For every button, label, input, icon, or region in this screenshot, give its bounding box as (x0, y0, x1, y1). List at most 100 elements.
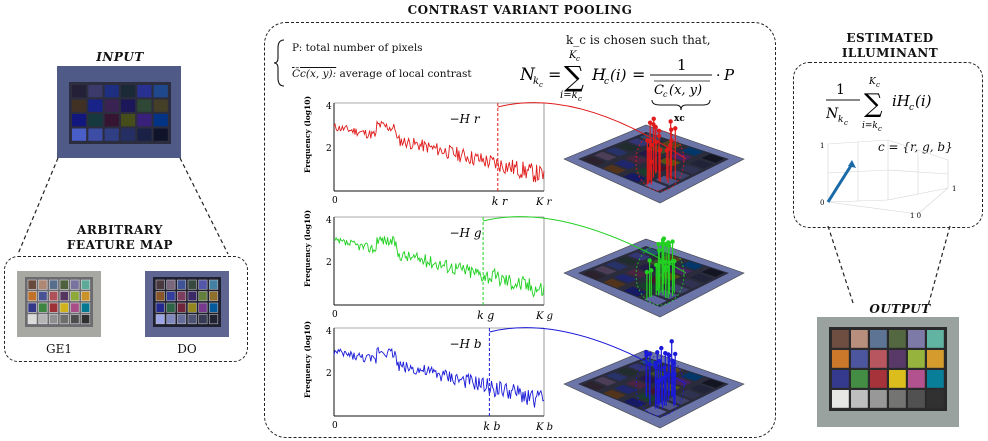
y-axis-label: Frequency (log10) (303, 321, 312, 398)
svg-text:k: k (533, 76, 539, 87)
color-patch (870, 330, 887, 348)
color-patch (49, 314, 59, 325)
board-patch (678, 278, 702, 289)
color-patch (70, 279, 80, 290)
board-patch (614, 273, 638, 283)
color-patch (187, 279, 197, 290)
input-title: INPUT (96, 50, 144, 64)
color-patch (166, 291, 176, 302)
color-patch (49, 291, 59, 302)
board-patch (701, 268, 725, 277)
color-patch (59, 291, 69, 302)
board-patch (667, 395, 690, 405)
svg-text:(x, y): (x, y) (669, 83, 702, 98)
color-patch (27, 314, 37, 325)
pooled-point (672, 258, 677, 264)
color-patch (137, 85, 152, 98)
feature-map-box (4, 256, 248, 362)
board-patch (603, 278, 626, 288)
histogram-curve-r (333, 120, 545, 183)
estimated-title-line2: ILLUMINANT (841, 46, 939, 60)
board-patch (625, 268, 649, 278)
pooled-point (670, 239, 675, 244)
curve-label-b: −H b (450, 337, 482, 351)
K-label-g: K g (535, 311, 553, 322)
color-patch (889, 390, 906, 408)
output-connector (827, 225, 951, 307)
color-patch (209, 302, 219, 313)
color-patch (153, 128, 168, 141)
K-label-b: K b (535, 422, 553, 433)
color-patch (908, 330, 925, 348)
color-patch (870, 370, 887, 388)
board-patch (616, 142, 640, 152)
board-patch (637, 375, 660, 384)
pooled-point (653, 360, 658, 366)
board-patch (603, 164, 626, 174)
svg-text:c: c (578, 95, 582, 103)
pooled-point (651, 116, 656, 121)
color-patch (59, 302, 69, 313)
board-patch (690, 384, 713, 394)
color-patch (927, 370, 944, 388)
color-patch (38, 302, 48, 313)
color-patch (166, 279, 176, 290)
board-patch (614, 384, 638, 394)
board-patch (655, 175, 679, 186)
color-patch (137, 128, 152, 141)
color-patch (209, 279, 219, 290)
estimated-illuminant-title: ESTIMATED ILLUMINANT (810, 31, 970, 61)
color-patch (870, 350, 887, 368)
color-patch (59, 279, 69, 290)
svg-text:K: K (868, 77, 877, 87)
tick-label: 2 (326, 144, 332, 154)
histogram-curve-g (333, 235, 545, 298)
board-patch (680, 147, 704, 156)
connector-arc-g (482, 216, 687, 274)
pooled-point (655, 350, 660, 355)
pooled-point (667, 353, 672, 358)
board-patch (678, 164, 702, 175)
color-patch (832, 370, 849, 388)
c-set: c = {r, g, b} (878, 140, 953, 154)
svg-text:C: C (654, 83, 664, 98)
board-patch (603, 389, 626, 399)
pooled-point (653, 124, 658, 130)
pooled-point (669, 339, 674, 344)
board-patch (644, 295, 667, 305)
pooled-point (647, 351, 653, 357)
board-patch (667, 170, 690, 180)
histogram-g: 4 2 0 Frequency (log10) −H g k g K g (303, 210, 553, 322)
estimated-title-line1: ESTIMATED (846, 31, 934, 45)
svg-text:1 0: 1 0 (910, 212, 921, 220)
pooled-point (657, 358, 662, 364)
color-patch (851, 330, 868, 348)
tick-label: 4 (326, 327, 332, 337)
board-patch (625, 379, 649, 389)
do-image (145, 271, 229, 337)
color-patch (908, 370, 925, 388)
color-patch (187, 291, 197, 302)
board-patch (628, 252, 651, 261)
pooled-point (662, 365, 667, 370)
board-r (497, 102, 745, 204)
do-label: DO (177, 342, 197, 356)
pooled-point (673, 126, 678, 131)
color-patch (155, 291, 165, 302)
pooled-point (644, 269, 650, 275)
board-patch (628, 138, 651, 147)
color-patch (88, 114, 103, 127)
board-patch (690, 159, 713, 169)
svg-text:iH: iH (892, 92, 911, 110)
svg-text:0: 0 (820, 199, 824, 207)
connector-arc-r (497, 102, 687, 160)
color-patch (851, 350, 868, 368)
feature-map-title-line2: FEATURE MAP (66, 238, 174, 252)
color-patch (121, 99, 136, 112)
color-patch (27, 279, 37, 290)
svg-text:c: c (844, 119, 848, 127)
svg-text:N: N (826, 106, 839, 122)
pooling-box (264, 22, 776, 438)
color-patch (104, 128, 119, 141)
connector-arc-b (489, 327, 687, 385)
